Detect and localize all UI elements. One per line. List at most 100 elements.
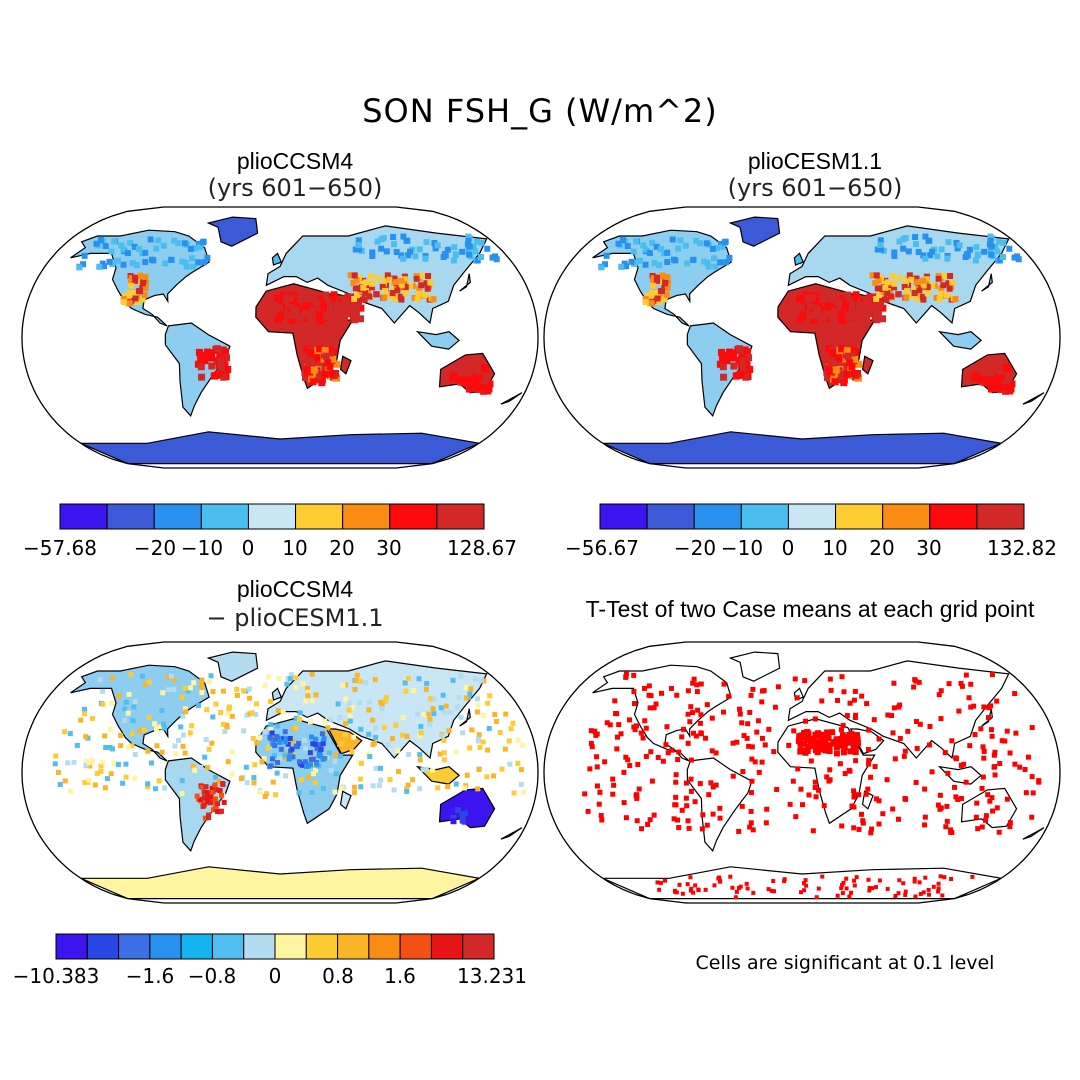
grid-cell xyxy=(213,701,219,707)
grid-cell xyxy=(816,787,822,793)
panel-subtitle-top-right: (yrs 601−650) xyxy=(727,174,903,202)
colorbar-swatch xyxy=(118,933,151,960)
grid-cell xyxy=(981,748,987,754)
grid-cell xyxy=(450,677,456,683)
grid-cell xyxy=(421,712,427,718)
grid-cell xyxy=(632,701,638,707)
grid-cell xyxy=(923,875,928,880)
grid-cell xyxy=(709,245,716,252)
cb1-tick: 0 xyxy=(241,536,255,560)
grid-cell xyxy=(999,738,1005,744)
grid-cell xyxy=(198,764,204,770)
grid-cell xyxy=(334,302,342,310)
grid-cell xyxy=(1023,790,1029,796)
grid-cell xyxy=(300,681,306,687)
grid-cell xyxy=(82,706,88,712)
grid-cell xyxy=(518,781,524,787)
grid-cell xyxy=(145,784,151,790)
grid-cell xyxy=(473,238,480,245)
grid-cell xyxy=(860,820,866,826)
grid-cell xyxy=(358,784,364,790)
grid-cell xyxy=(806,792,812,798)
grid-cell xyxy=(827,310,835,318)
grid-cell xyxy=(812,779,818,785)
grid-cell xyxy=(208,362,216,370)
grid-cell xyxy=(220,781,226,787)
grid-cell xyxy=(332,309,340,317)
grid-cell xyxy=(688,888,693,893)
grid-cell xyxy=(440,692,446,698)
grid-cell xyxy=(800,802,806,808)
grid-cell xyxy=(848,313,856,321)
grid-cell xyxy=(403,237,410,244)
grid-cell xyxy=(405,252,412,259)
grid-cell xyxy=(647,817,653,823)
grid-cell xyxy=(116,693,122,699)
grid-cell xyxy=(201,259,208,266)
grid-cell xyxy=(674,817,680,823)
grid-cell xyxy=(912,233,919,240)
grid-cell xyxy=(835,354,843,362)
grid-cell xyxy=(326,363,334,371)
grid-cell xyxy=(684,260,691,267)
grid-cell xyxy=(100,759,106,765)
grid-cell xyxy=(703,240,710,247)
grid-cell xyxy=(642,246,649,253)
grid-cell xyxy=(356,246,363,253)
grid-cell xyxy=(510,720,516,726)
continent-nz xyxy=(1022,827,1045,840)
grid-cell xyxy=(472,381,480,389)
grid-cell xyxy=(118,242,125,249)
grid-cell xyxy=(764,806,770,812)
grid-cell xyxy=(135,245,142,252)
grid-cell xyxy=(459,248,466,255)
grid-cell xyxy=(328,295,336,303)
grid-cell xyxy=(339,740,345,746)
grid-cell xyxy=(938,285,945,292)
grid-cell xyxy=(455,704,461,710)
grid-cell xyxy=(212,796,218,802)
grid-cell xyxy=(508,726,514,732)
grid-cell xyxy=(987,370,995,378)
grid-cell xyxy=(874,310,882,318)
grid-cell xyxy=(458,714,464,720)
grid-cell xyxy=(602,261,609,268)
grid-cell xyxy=(322,291,330,299)
grid-cell xyxy=(320,785,326,791)
grid-cell xyxy=(477,744,483,750)
grid-cell xyxy=(430,705,436,711)
grid-cell xyxy=(200,803,206,809)
grid-cell xyxy=(665,750,671,756)
grid-cell xyxy=(840,379,848,387)
grid-cell xyxy=(206,815,212,821)
grid-cell xyxy=(481,811,488,818)
grid-cell xyxy=(1007,824,1013,830)
grid-cell xyxy=(285,300,293,308)
grid-cell xyxy=(949,279,956,286)
grid-cell xyxy=(354,300,362,308)
grid-cell xyxy=(405,782,411,788)
grid-cell xyxy=(713,750,719,756)
grid-cell xyxy=(120,299,127,306)
grid-cell xyxy=(881,280,888,287)
grid-cell xyxy=(975,826,981,832)
grid-cell xyxy=(588,728,594,734)
grid-cell xyxy=(596,801,602,807)
panel-subtitle-bottom-left: − plioCESM1.1 xyxy=(206,604,384,632)
grid-cell xyxy=(199,677,205,683)
grid-cell xyxy=(274,759,280,765)
grid-cell xyxy=(974,252,981,259)
grid-cell xyxy=(422,255,429,262)
grid-cell xyxy=(866,757,872,763)
grid-cell xyxy=(897,878,902,883)
grid-cell xyxy=(435,785,441,791)
grid-cell xyxy=(913,719,919,725)
grid-cell xyxy=(646,683,652,689)
grid-cell xyxy=(484,774,490,780)
cb1-tick: 128.67 xyxy=(447,536,517,560)
grid-cell xyxy=(109,260,116,267)
grid-cell xyxy=(485,385,493,393)
grid-cell xyxy=(762,742,768,748)
grid-cell xyxy=(283,739,289,745)
grid-cell xyxy=(148,760,154,766)
